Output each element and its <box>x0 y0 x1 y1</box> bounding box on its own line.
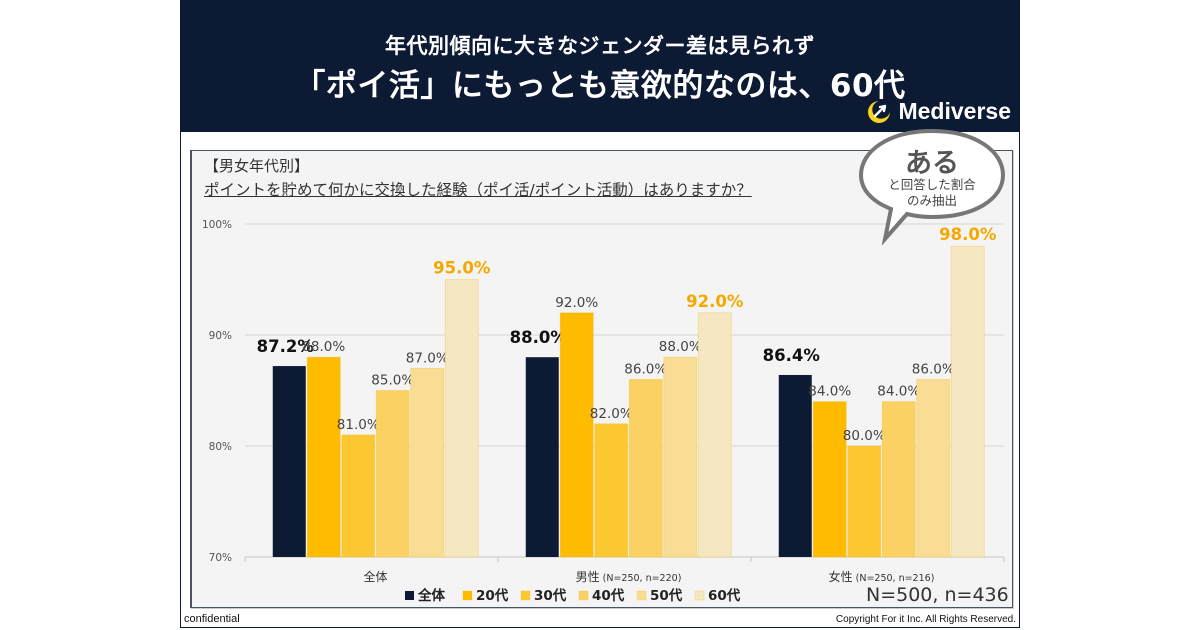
legend-swatch <box>636 590 647 601</box>
confidential-label: confidential <box>184 613 240 625</box>
copyright: Copyright For it Inc. All Rights Reserve… <box>835 614 1016 625</box>
bar-30代 <box>341 434 376 558</box>
legend-swatch <box>462 590 473 601</box>
bar-全体 <box>272 366 306 557</box>
data-label: 85.0% <box>371 373 414 389</box>
bar-40代 <box>881 401 916 558</box>
bar-50代 <box>663 356 698 558</box>
panel-tag: 【男女年代別】 <box>204 157 310 175</box>
bar-40代 <box>628 378 663 558</box>
mediverse-moon-rocket-icon <box>868 100 891 123</box>
data-label-highlight: 98.0% <box>939 225 997 244</box>
legend-label: 全体 <box>417 587 445 604</box>
legend-swatch <box>405 591 414 600</box>
bar-60代 <box>444 279 479 558</box>
category-name: 全体 <box>363 569 387 584</box>
data-label-highlight: 95.0% <box>433 259 491 278</box>
callout-line-2: のみ抽出 <box>906 193 957 208</box>
category-name: 男性 <box>576 570 600 584</box>
callout-answer: ある <box>905 148 959 179</box>
bar-20代 <box>559 312 594 558</box>
speech-bubble-icon <box>858 128 1006 246</box>
category-note: (N=250, n=220) <box>600 573 682 584</box>
data-label: 82.0% <box>590 406 633 422</box>
brand-name: Mediverse <box>898 98 1011 124</box>
legend-label: 20代 <box>476 587 509 604</box>
y-tick-label: 100% <box>202 219 232 231</box>
y-tick-label: 80% <box>209 441 232 453</box>
bar-全体 <box>525 357 559 557</box>
data-label: 88.0% <box>302 339 345 355</box>
legend-swatch <box>520 590 531 601</box>
bar-50代 <box>410 367 445 558</box>
legend-label: 40代 <box>592 587 625 604</box>
bar-30代 <box>847 445 882 558</box>
data-label: 84.0% <box>808 384 851 400</box>
header-banner: 年代別傾向に大きなジェンダー差は見られず 「ポイ活」にもっとも意欲的なのは、60… <box>181 0 1019 132</box>
data-label-highlight: 92.0% <box>686 292 744 311</box>
bar-60代 <box>697 312 732 558</box>
legend-label: 60代 <box>708 587 741 604</box>
category-note: (N=250, n=216) <box>853 573 935 584</box>
y-tick-label: 90% <box>209 330 232 342</box>
data-label-total: 88.0% <box>510 328 568 347</box>
data-label: 84.0% <box>877 384 920 400</box>
data-label: 86.0% <box>624 361 667 377</box>
data-label-total: 87.2% <box>257 337 315 356</box>
data-label: 80.0% <box>843 428 886 444</box>
y-tick-label: 70% <box>209 552 232 564</box>
callout-description: と回答した割合 のみ抽出 <box>857 177 1007 209</box>
header-subtitle: 年代別傾向に大きなジェンダー差は見られず <box>385 34 815 58</box>
legend-swatch <box>578 590 589 601</box>
callout-line-1: と回答した割合 <box>888 177 976 192</box>
bar-30代 <box>594 423 629 558</box>
callout-bubble: ある と回答した割合 のみ抽出 <box>857 125 1007 246</box>
category-label: 男性 (N=250, n=220) <box>576 570 682 584</box>
brand-logo: Mediverse <box>866 98 1011 125</box>
data-label: 81.0% <box>337 417 380 433</box>
bar-60代 <box>950 245 985 558</box>
bar-40代 <box>375 390 410 558</box>
legend-swatch <box>694 590 705 601</box>
bar-全体 <box>778 374 812 557</box>
data-label: 86.0% <box>912 361 955 377</box>
category-name: 女性 <box>829 569 853 584</box>
data-label-total: 86.4% <box>763 346 821 365</box>
data-label: 87.0% <box>406 350 449 366</box>
survey-question: ポイントを貯めて何かに交換した経験（ポイ活/ポイント活動）はありますか？ <box>204 181 752 199</box>
data-label: 88.0% <box>659 339 702 355</box>
header-title: 「ポイ活」にもっとも意欲的なのは、60代 <box>294 68 906 104</box>
bar-20代 <box>306 356 341 558</box>
legend-label: 30代 <box>534 587 567 604</box>
category-label: 女性 (N=250, n=216) <box>829 569 935 584</box>
data-label: 92.0% <box>555 295 598 311</box>
category-label: 全体 <box>363 569 387 584</box>
sample-size: N=500, n=436 <box>866 584 1009 606</box>
bar-50代 <box>916 378 951 558</box>
legend-label: 50代 <box>650 587 683 604</box>
bar-20代 <box>812 401 847 558</box>
